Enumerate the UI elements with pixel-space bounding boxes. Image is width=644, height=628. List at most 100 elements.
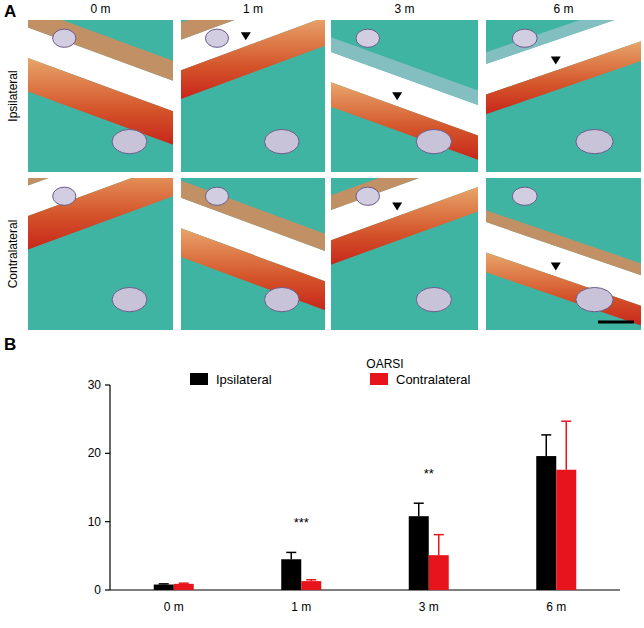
histology-image bbox=[28, 20, 173, 172]
bar bbox=[154, 585, 174, 590]
y-axis bbox=[109, 385, 110, 590]
histology-image bbox=[486, 178, 641, 330]
bar bbox=[301, 581, 321, 590]
opposing-cartilage bbox=[486, 20, 641, 64]
y-tick bbox=[105, 384, 110, 385]
error-cap bbox=[159, 583, 169, 585]
marrow-space bbox=[265, 287, 300, 311]
marrow-space bbox=[112, 129, 147, 153]
x-tick-label: 3 m bbox=[419, 600, 439, 614]
column-label: 6 m bbox=[553, 2, 573, 16]
scale-bar bbox=[598, 321, 634, 324]
panel-label: B bbox=[4, 335, 16, 354]
error-bar bbox=[414, 503, 424, 516]
marrow-space bbox=[416, 287, 451, 311]
bar bbox=[174, 584, 194, 590]
error-cap bbox=[179, 582, 189, 584]
opposing-cartilage bbox=[331, 178, 478, 210]
opposing-cartilage bbox=[331, 37, 478, 105]
marrow-space bbox=[356, 29, 380, 47]
panel-label: A bbox=[4, 2, 16, 21]
bar bbox=[281, 559, 301, 590]
histology-image bbox=[331, 178, 478, 330]
marrow-space bbox=[576, 287, 613, 311]
marrow-space bbox=[205, 187, 228, 205]
error-cap bbox=[561, 420, 571, 422]
figure-svg: A0 m1 m3 m6 mIpsilateralContralateralBOA… bbox=[0, 0, 644, 628]
column-label: 1 m bbox=[243, 2, 263, 16]
arrowhead bbox=[551, 57, 561, 65]
histology-image bbox=[486, 20, 641, 172]
error-bar bbox=[286, 552, 296, 559]
marrow-space bbox=[512, 29, 537, 47]
y-tick bbox=[105, 589, 110, 590]
arrowhead bbox=[392, 202, 402, 210]
marrow-space bbox=[512, 187, 537, 205]
x-tick-label: 6 m bbox=[546, 600, 566, 614]
error-stem bbox=[546, 435, 548, 456]
error-bar bbox=[306, 580, 316, 581]
opposing-cartilage bbox=[181, 180, 325, 251]
opposing-cartilage bbox=[28, 20, 173, 81]
x-tick-label: 0 m bbox=[164, 600, 184, 614]
significance-label: ** bbox=[424, 466, 434, 481]
error-cap bbox=[414, 502, 424, 504]
figure-root: A0 m1 m3 m6 mIpsilateralContralateralBOA… bbox=[0, 0, 644, 628]
cartilage-band bbox=[28, 178, 173, 249]
column-label: 0 m bbox=[90, 2, 110, 16]
bars bbox=[154, 421, 577, 590]
marrow-space bbox=[576, 129, 613, 153]
marrow-space bbox=[53, 29, 76, 47]
significance-label: *** bbox=[294, 515, 309, 530]
marrow-space bbox=[205, 29, 228, 47]
marrow-space bbox=[112, 287, 147, 311]
arrowhead bbox=[551, 262, 561, 270]
error-bar bbox=[179, 583, 189, 585]
y-tick bbox=[105, 453, 110, 454]
error-stem bbox=[291, 552, 293, 559]
column-label: 3 m bbox=[394, 2, 414, 16]
y-tick-label: 30 bbox=[88, 378, 102, 392]
error-stem bbox=[438, 535, 440, 556]
bar bbox=[429, 555, 449, 590]
error-bar bbox=[541, 435, 551, 456]
bar bbox=[536, 456, 556, 590]
opposing-cartilage bbox=[28, 178, 173, 186]
row-label: Ipsilateral bbox=[6, 70, 20, 121]
marrow-space bbox=[416, 129, 451, 153]
error-cap bbox=[286, 552, 296, 554]
error-stem bbox=[418, 503, 420, 516]
legend-label: Contralateral bbox=[396, 372, 471, 387]
error-cap bbox=[306, 579, 316, 581]
arrowhead bbox=[392, 92, 402, 100]
x-tick-label: 1 m bbox=[291, 600, 311, 614]
arrowhead bbox=[241, 32, 251, 40]
marrow-space bbox=[265, 129, 300, 153]
error-bar bbox=[159, 583, 169, 585]
marrow-space bbox=[356, 187, 380, 205]
tissue-background bbox=[331, 20, 478, 172]
bar bbox=[409, 516, 429, 590]
bar bbox=[556, 470, 576, 590]
error-cap bbox=[541, 434, 551, 436]
y-tick-label: 20 bbox=[88, 446, 102, 460]
histology-image bbox=[181, 178, 325, 330]
cartilage-band bbox=[181, 20, 325, 99]
tissue-background bbox=[181, 178, 325, 330]
y-tick-label: 0 bbox=[94, 583, 101, 597]
legend-label: Ipsilateral bbox=[216, 372, 272, 387]
y-tick-label: 10 bbox=[88, 515, 102, 529]
tissue-background bbox=[486, 178, 641, 330]
marrow-space bbox=[53, 187, 76, 205]
histology-image bbox=[28, 178, 173, 330]
legend-swatch bbox=[190, 373, 208, 385]
legend-swatch bbox=[370, 373, 388, 385]
error-bar bbox=[434, 535, 444, 556]
histology-image bbox=[181, 20, 325, 172]
histology-image bbox=[331, 20, 478, 172]
y-tick bbox=[105, 521, 110, 522]
opposing-cartilage bbox=[486, 210, 641, 275]
row-label: Contralateral bbox=[6, 220, 20, 289]
error-bar bbox=[561, 421, 571, 470]
error-cap bbox=[434, 534, 444, 536]
